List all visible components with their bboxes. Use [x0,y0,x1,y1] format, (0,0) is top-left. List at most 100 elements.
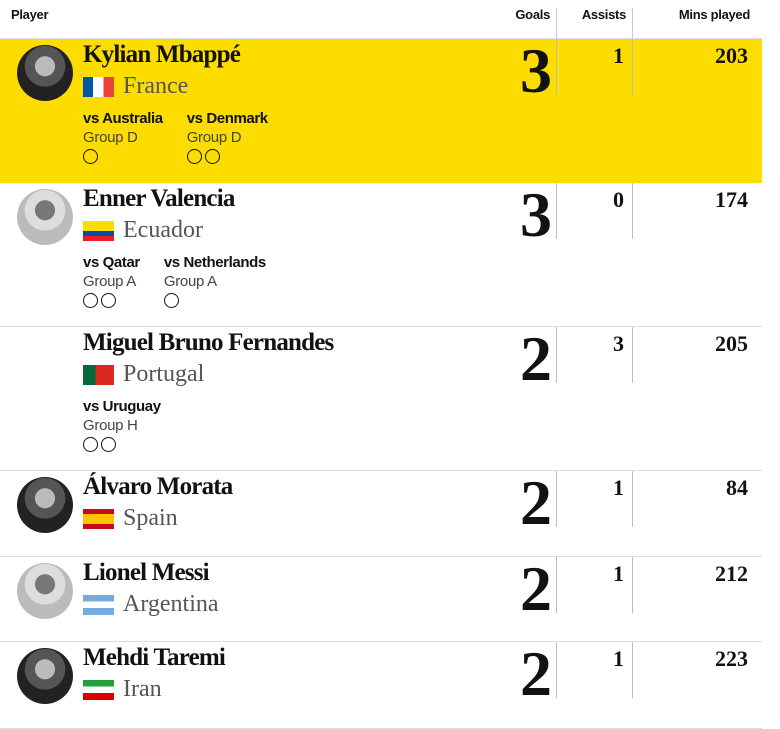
assists-value: 1 [613,43,624,68]
goals-value: 2 [520,467,552,538]
table-row: Miguel Bruno Fernandes Portugal 2 3 205 v… [0,327,762,471]
divider [632,471,633,527]
portugal-flag-icon [83,364,114,385]
player-country: Argentina [83,591,219,618]
divider [556,39,557,95]
avatar [17,189,73,245]
match-item: vs Australia Group D [83,109,163,164]
country-name: France [123,73,189,99]
goals-scored [83,149,163,164]
goals-value: 3 [520,35,552,106]
divider [632,8,633,64]
country-name: Portugal [123,361,205,387]
player-country: France [83,73,188,100]
match-group: Group A [83,273,136,290]
divider [556,8,557,64]
divider [632,557,633,613]
argentina-flag-icon [83,594,114,615]
match-list: vs Uruguay Group H [83,397,185,452]
goals-scored [163,293,266,308]
mins-value: 174 [715,187,748,212]
goals-value: 3 [520,179,552,250]
player-name: Mehdi Taremi [83,644,226,671]
ecuador-flag-icon [83,220,114,241]
header-player: Player [11,7,49,22]
match-opponent: vs Australia [83,110,163,127]
match-item: vs Netherlands Group A [163,253,266,308]
match-opponent: vs Netherlands [163,254,266,271]
goals-scored [83,293,140,308]
match-item: vs Denmark Group D [186,109,268,164]
assists-value: 3 [613,331,624,356]
goals-value: 2 [520,323,552,394]
table-row: Mehdi Taremi Iran 2 1 223 [0,642,762,729]
divider [556,327,557,383]
divider [632,183,633,239]
country-name: Ecuador [123,217,203,243]
player-name: Lionel Messi [83,559,210,586]
match-opponent: vs Denmark [186,110,268,127]
divider [556,471,557,527]
mins-value: 203 [715,43,748,68]
goal-ball-icon [101,437,116,452]
avatar [17,648,73,704]
divider [556,183,557,239]
goals-value: 2 [520,638,552,709]
goals-scored [186,149,268,164]
spain-flag-icon [83,508,114,529]
match-list: vs Australia Group D vs Denmark Group D [83,109,292,164]
assists-value: 1 [613,561,624,586]
header-mins: Mins played [678,7,750,22]
assists-value: 0 [613,187,624,212]
divider [556,557,557,613]
divider [632,39,633,95]
goal-ball-icon [163,293,179,308]
match-group: Group H [83,417,138,434]
match-item: vs Qatar Group A [83,253,140,308]
table-row: Lionel Messi Argentina 2 1 212 [0,557,762,642]
divider [632,327,633,383]
goal-ball-icon [83,437,98,452]
player-country: Spain [83,505,178,532]
goal-ball-icon [83,149,98,164]
assists-value: 1 [613,646,624,671]
goal-ball-icon [83,293,98,308]
table-row: Kylian Mbappé France 3 1 203 vs Australia… [0,39,762,183]
france-flag-icon [83,76,114,97]
match-group: Group D [83,129,138,146]
table-row: Enner Valencia Ecuador 3 0 174 vs Qatar Gr… [0,183,762,327]
match-list: vs Qatar Group A vs Netherlands Group A [83,253,290,308]
divider [632,642,633,698]
divider [556,642,557,698]
match-group: Group A [163,273,217,290]
country-name: Spain [123,505,178,531]
player-name: Kylian Mbappé [83,41,241,68]
match-group: Group D [186,129,242,146]
player-country: Iran [83,676,162,703]
mins-value: 84 [726,475,748,500]
header-assists: Assists [581,7,626,22]
goals-scored [83,437,161,452]
player-country: Portugal [83,361,204,388]
top-scorers-table: Player Goals Assists Mins played Kylian … [0,0,762,729]
match-item: vs Uruguay Group H [83,397,161,452]
player-country: Ecuador [83,217,203,244]
table-row: Álvaro Morata Spain 2 1 84 [0,471,762,557]
iran-flag-icon [83,679,114,700]
avatar [17,45,73,101]
avatar [17,477,73,533]
goal-ball-icon [186,149,202,164]
match-opponent: vs Qatar [83,254,140,271]
player-name: Enner Valencia [83,185,235,212]
mins-value: 223 [715,646,748,671]
goal-ball-icon [101,293,116,308]
country-name: Iran [123,676,162,702]
player-name: Miguel Bruno Fernandes [83,329,334,356]
mins-value: 205 [715,331,748,356]
mins-value: 212 [715,561,748,586]
goal-ball-icon [204,149,220,164]
avatar [17,563,73,619]
goals-value: 2 [520,553,552,624]
table-header: Player Goals Assists Mins played [0,0,762,64]
assists-value: 1 [613,475,624,500]
